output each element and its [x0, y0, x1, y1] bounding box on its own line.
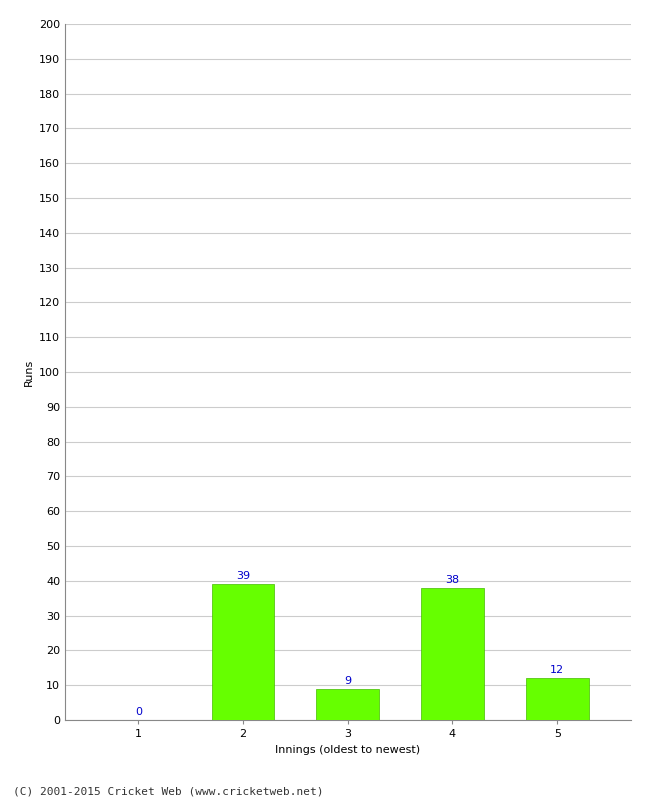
X-axis label: Innings (oldest to newest): Innings (oldest to newest): [275, 745, 421, 754]
Text: 39: 39: [236, 571, 250, 582]
Bar: [421, 588, 484, 720]
Bar: [526, 678, 589, 720]
Text: 12: 12: [550, 666, 564, 675]
Text: 0: 0: [135, 707, 142, 718]
Text: 9: 9: [344, 676, 351, 686]
Text: (C) 2001-2015 Cricket Web (www.cricketweb.net): (C) 2001-2015 Cricket Web (www.cricketwe…: [13, 786, 324, 796]
Y-axis label: Runs: Runs: [23, 358, 33, 386]
Bar: [212, 584, 274, 720]
Text: 38: 38: [445, 575, 460, 585]
Bar: [317, 689, 379, 720]
